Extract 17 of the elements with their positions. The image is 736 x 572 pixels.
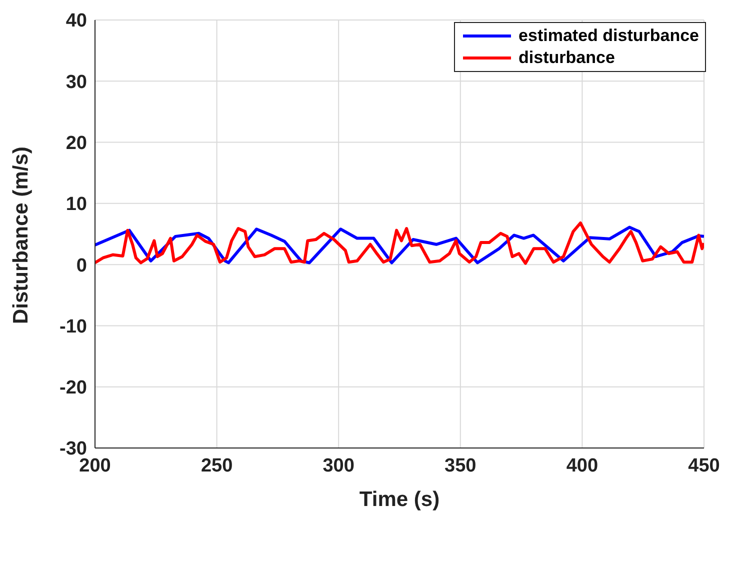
y-tick-label: -10 [60,316,87,338]
x-tick-label: 400 [566,455,598,476]
y-tick-label: 30 [66,72,87,93]
x-tick-label: 200 [79,455,111,476]
x-tick-label: 300 [322,455,354,476]
y-tick-label: 0 [76,255,87,276]
x-tick-label: 350 [444,455,476,476]
x-axis-title: Time (s) [359,488,440,511]
x-tick-label: 450 [688,455,720,476]
y-tick-label: 20 [66,133,87,154]
legend-label: disturbance [518,47,615,69]
y-tick-label: -20 [60,378,87,399]
y-tick-label: 10 [66,194,87,216]
y-tick-label: 40 [66,10,87,32]
legend-label: estimated disturbance [518,25,699,47]
x-tick-label: 250 [200,455,233,476]
y-axis-title: Disturbance (m/s) [9,146,32,324]
